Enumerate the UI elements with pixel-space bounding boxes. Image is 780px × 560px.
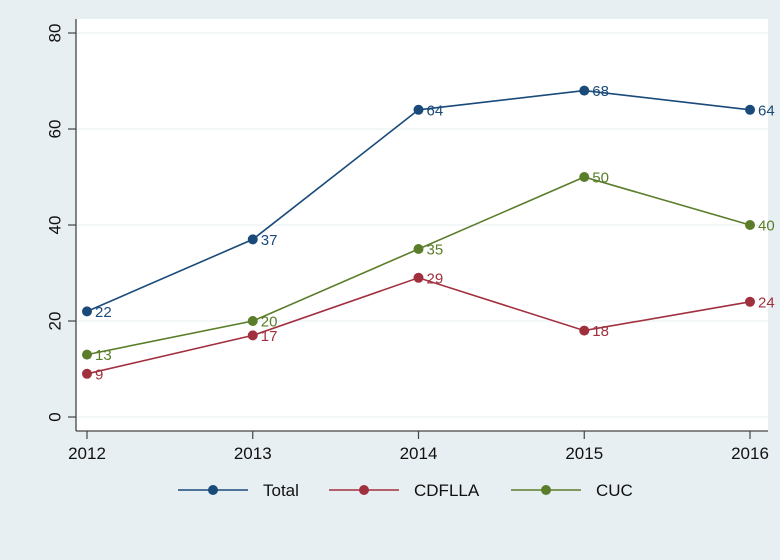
y-tick-label: 60 bbox=[45, 120, 64, 139]
data-label: 18 bbox=[592, 323, 609, 340]
legend-item-total: Total bbox=[178, 481, 299, 500]
legend: Total CDFLLA CUC bbox=[178, 481, 633, 500]
legend-item-cuc: CUC bbox=[511, 481, 633, 500]
x-tick-label: 2015 bbox=[565, 444, 603, 463]
y-tick-label: 0 bbox=[45, 412, 64, 421]
data-point bbox=[413, 272, 424, 283]
legend-marker bbox=[541, 485, 551, 495]
data-label: 22 bbox=[95, 304, 112, 321]
x-tick-label: 2013 bbox=[234, 444, 272, 463]
series-total: 22 37 64 68 64 bbox=[82, 83, 775, 321]
data-point bbox=[82, 306, 92, 317]
y-tick-label: 40 bbox=[45, 216, 64, 235]
y-tick-label: 80 bbox=[45, 24, 64, 43]
data-point bbox=[579, 85, 590, 96]
data-label: 29 bbox=[427, 270, 444, 287]
data-label: 64 bbox=[758, 102, 775, 119]
series-group: 22 37 64 68 64 9 17 29 18 24 13 20 35 50 40 bbox=[82, 83, 775, 383]
legend-item-cdflla: CDFLLA bbox=[329, 481, 480, 500]
data-label: 24 bbox=[758, 294, 775, 311]
legend-marker bbox=[208, 485, 218, 495]
data-point bbox=[82, 349, 92, 360]
data-label: 17 bbox=[261, 328, 278, 345]
x-tick-label: 2012 bbox=[68, 444, 106, 463]
y-tick-label: 20 bbox=[45, 312, 64, 331]
legend-label: CUC bbox=[596, 481, 633, 500]
data-point bbox=[745, 296, 755, 307]
data-point bbox=[413, 244, 424, 254]
data-label: 9 bbox=[95, 366, 103, 383]
grid-lines bbox=[77, 32, 768, 418]
data-point bbox=[247, 316, 258, 326]
data-label: 20 bbox=[261, 314, 278, 331]
data-point bbox=[579, 325, 590, 336]
data-label: 37 bbox=[261, 232, 278, 249]
data-point bbox=[413, 104, 424, 115]
y-axis-ticks: 0 20 40 60 80 bbox=[45, 24, 76, 422]
data-point bbox=[745, 220, 755, 230]
legend-label: CDFLLA bbox=[414, 481, 480, 500]
series-cdflla: 9 17 29 18 24 bbox=[82, 270, 775, 383]
legend-marker bbox=[359, 485, 369, 495]
x-axis-ticks: 2012 2013 2014 2015 2016 bbox=[68, 431, 769, 463]
x-tick-label: 2014 bbox=[400, 444, 438, 463]
data-point bbox=[745, 104, 755, 115]
data-label: 35 bbox=[427, 242, 444, 259]
data-label: 50 bbox=[592, 170, 609, 187]
data-point bbox=[247, 234, 258, 245]
data-label: 68 bbox=[592, 83, 609, 100]
x-tick-label: 2016 bbox=[731, 444, 769, 463]
data-label: 40 bbox=[758, 218, 775, 235]
data-label: 13 bbox=[95, 347, 112, 364]
data-point bbox=[82, 368, 92, 379]
data-point bbox=[247, 330, 258, 341]
legend-label: Total bbox=[263, 481, 299, 500]
data-point bbox=[579, 172, 590, 182]
data-label: 64 bbox=[427, 102, 444, 119]
series-cuc: 13 20 35 50 40 bbox=[82, 170, 775, 364]
